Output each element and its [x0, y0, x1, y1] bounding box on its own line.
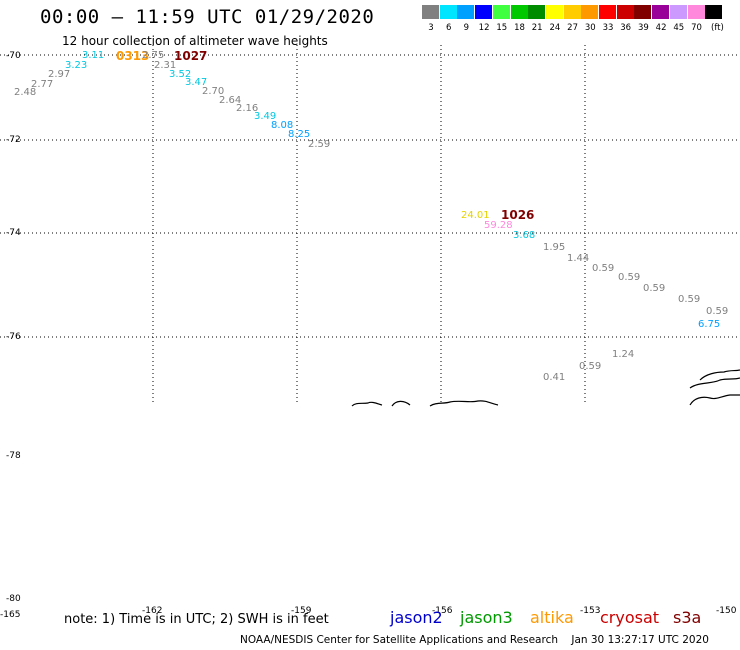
scale-swatch [563, 5, 581, 19]
wave-height-label: 0.59 [678, 294, 701, 305]
scale-label: 39 [637, 23, 649, 33]
scale-swatch [599, 5, 616, 19]
graticule [0, 45, 740, 405]
lon-label: -153 [580, 606, 601, 616]
lat-label: -70 [6, 51, 21, 61]
wave-height-label: 3.52 [169, 69, 192, 80]
lon-label: -165 [0, 610, 21, 620]
satellite-label-jason3: jason3 [460, 608, 513, 627]
scale-label: 21 [531, 23, 543, 33]
pass-time-label: 1027 [174, 49, 208, 63]
scale-swatch [439, 5, 457, 19]
wave-height-label: 0.59 [592, 263, 615, 274]
wave-height-label: 6.75 [698, 319, 721, 330]
lon-label: -159 [291, 606, 312, 616]
scale-label: 9 [463, 23, 470, 33]
lon-label: -156 [432, 606, 453, 616]
scale-label: 27 [567, 23, 578, 33]
scale-swatch [457, 5, 475, 19]
scale-swatch [687, 5, 705, 19]
scale-label: 70 [691, 23, 702, 33]
scale-unit: (ft) [711, 23, 724, 33]
page-title: 00:00 – 11:59 UTC 01/29/2020 [40, 6, 375, 28]
satellite-label-cryosat: cryosat [600, 608, 660, 627]
scale-label: 3 [428, 23, 434, 33]
scale-swatch [616, 5, 634, 19]
footer-credit: NOAA/NESDIS Center for Satellite Applica… [240, 634, 709, 646]
wave-height-label: 1.24 [612, 349, 635, 360]
coastline [351, 369, 740, 407]
scale-label: 6 [445, 23, 452, 33]
wave-height-label: 2.48 [14, 87, 37, 98]
footer-note: note: 1) Time is in UTC; 2) SWH is in fe… [64, 612, 329, 627]
lat-label: -78 [6, 451, 21, 461]
wave-height-label: 3.47 [185, 77, 208, 88]
scale-swatch [581, 5, 599, 19]
wave-height-label: 3.68 [513, 230, 536, 241]
page-subtitle: 12 hour collection of altimeter wave hei… [62, 34, 328, 48]
scale-swatch [634, 5, 652, 19]
scale-label: 18 [514, 23, 525, 33]
lon-label: -162 [142, 606, 163, 616]
scale-swatch [705, 5, 723, 19]
wave-height-label: 2.31 [154, 60, 177, 71]
wave-height-label: 2.75 [142, 50, 165, 61]
scale-label: 15 [496, 23, 508, 33]
scale-swatch [510, 5, 528, 19]
wave-height-label: 2.16 [236, 103, 259, 114]
wave-height-label: 0.59 [579, 361, 602, 372]
scale-label: 42 [655, 23, 667, 33]
wave-height-label: 59.28 [484, 220, 513, 231]
wave-height-label: 1.44 [567, 253, 590, 264]
wave-height-label: 8.25 [288, 129, 311, 140]
wave-height-label: 3.23 [65, 60, 88, 71]
scale-swatch [669, 5, 687, 19]
scale-label: 36 [620, 23, 632, 33]
wave-height-label: 2.77 [31, 79, 54, 90]
lat-label: -76 [6, 332, 21, 342]
satellite-label-s3a: s3a [673, 608, 702, 627]
scale-swatch [652, 5, 670, 19]
scale-label: 33 [602, 23, 614, 33]
pass-time-label: 1026 [501, 208, 535, 222]
wave-height-label: 0.41 [543, 372, 566, 383]
scale-label: 24 [549, 23, 561, 33]
scale-swatch [422, 5, 439, 19]
scale-swatch [492, 5, 510, 19]
wave-height-label: 1.95 [543, 242, 566, 253]
scale-swatch [528, 5, 546, 19]
satellite-label-altika: altika [530, 608, 574, 627]
lat-label: -80 [6, 594, 21, 604]
wave-height-label: 8.08 [271, 120, 294, 131]
lon-label: -150 [716, 606, 737, 616]
pass-time-label: 0313 [116, 49, 150, 63]
wave-height-label: 0.59 [618, 272, 641, 283]
lat-label: -74 [6, 228, 21, 238]
wave-height-label: 2.97 [48, 69, 71, 80]
scale-swatch [475, 5, 493, 19]
wave-height-label: 3.49 [254, 111, 277, 122]
wave-height-label: 0.59 [643, 283, 666, 294]
scale-swatch [545, 5, 563, 19]
satellite-label-jason2: jason2 [390, 608, 443, 627]
wave-height-label: 2.59 [308, 139, 331, 150]
wave-height-label: 2.64 [219, 95, 242, 106]
scale-label: 45 [673, 23, 685, 33]
wave-height-label: 2.70 [202, 86, 225, 97]
scale-label: 12 [478, 23, 490, 33]
wave-height-label: 24.01 [461, 210, 490, 221]
wave-height-label: 3.11 [82, 50, 105, 61]
wave-height-label: 0.59 [706, 306, 729, 317]
scale-label: 30 [584, 23, 596, 33]
lat-label: -72 [6, 135, 21, 145]
